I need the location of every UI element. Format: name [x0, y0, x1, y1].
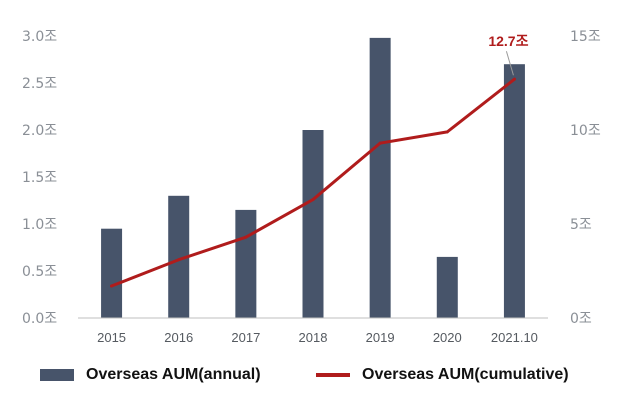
legend-label-annual: Overseas AUM(annual) [86, 366, 261, 383]
left-tick-label: 0.0조 [22, 311, 57, 327]
legend-line-swatch [316, 373, 350, 377]
callout-leader-line [505, 51, 514, 76]
left-tick-label: 1.5조 [22, 170, 57, 186]
right-tick-label: 15조 [570, 29, 601, 45]
callout-label: 12.7조 [488, 33, 528, 49]
line-point-2019 [378, 141, 382, 145]
bar-2016 [168, 195, 190, 318]
left-tick-label: 1.0조 [22, 217, 57, 233]
line-point-2020 [445, 130, 449, 134]
legend-item-annual: Overseas AUM(annual) [40, 364, 261, 386]
line-point-2017 [244, 235, 248, 239]
bar-series-annual [101, 37, 525, 318]
x-tick-label: 2020 [433, 330, 462, 345]
left-tick-label: 0.5조 [22, 264, 57, 280]
chart: 2015 2016 2017 2018 2019 2020 2021.10 0.0조 0.5조… [22, 29, 601, 345]
left-tick-label: 3.0조 [22, 29, 57, 45]
x-tick-label: 2019 [366, 330, 395, 345]
left-tick-label: 2.0조 [22, 123, 57, 139]
line-series-cumulative [110, 77, 516, 288]
left-axis-ticks: 0.0조 0.5조 1.0조 1.5조 2.0조 2.5조 3.0조 [22, 29, 57, 327]
bar-2018 [302, 130, 324, 318]
left-tick-label: 2.5조 [22, 76, 57, 92]
bar-2019 [369, 37, 391, 318]
bar-2015 [101, 228, 123, 318]
callout-group: 12.7조 [488, 33, 529, 76]
line-point-2015 [110, 284, 114, 288]
legend-label-cumulative: Overseas AUM(cumulative) [362, 366, 569, 383]
x-tick-label: 2017 [231, 330, 260, 345]
right-tick-label: 10조 [570, 123, 601, 139]
bar-2020 [436, 256, 458, 318]
legend-item-cumulative: Overseas AUM(cumulative) [316, 364, 569, 386]
x-tick-label: 2018 [299, 330, 328, 345]
bar-2021.10 [503, 64, 525, 318]
x-tick-label: 2021.10 [491, 330, 538, 345]
bar-2017 [235, 209, 257, 318]
line-point-2021.10 [512, 77, 516, 81]
legend: Overseas AUM(annual) Overseas AUM(cumula… [40, 364, 610, 386]
x-axis-ticks: 2015 2016 2017 2018 2019 2020 2021.10 [97, 330, 538, 345]
x-tick-label: 2015 [97, 330, 126, 345]
right-tick-label: 5조 [570, 217, 592, 233]
line-point-2016 [177, 258, 181, 262]
right-axis-ticks: 0조 5조 10조 15조 [570, 29, 601, 327]
legend-bar-swatch [40, 369, 74, 381]
x-tick-label: 2016 [164, 330, 193, 345]
right-tick-label: 0조 [570, 311, 592, 327]
line-point-2018 [311, 198, 315, 202]
